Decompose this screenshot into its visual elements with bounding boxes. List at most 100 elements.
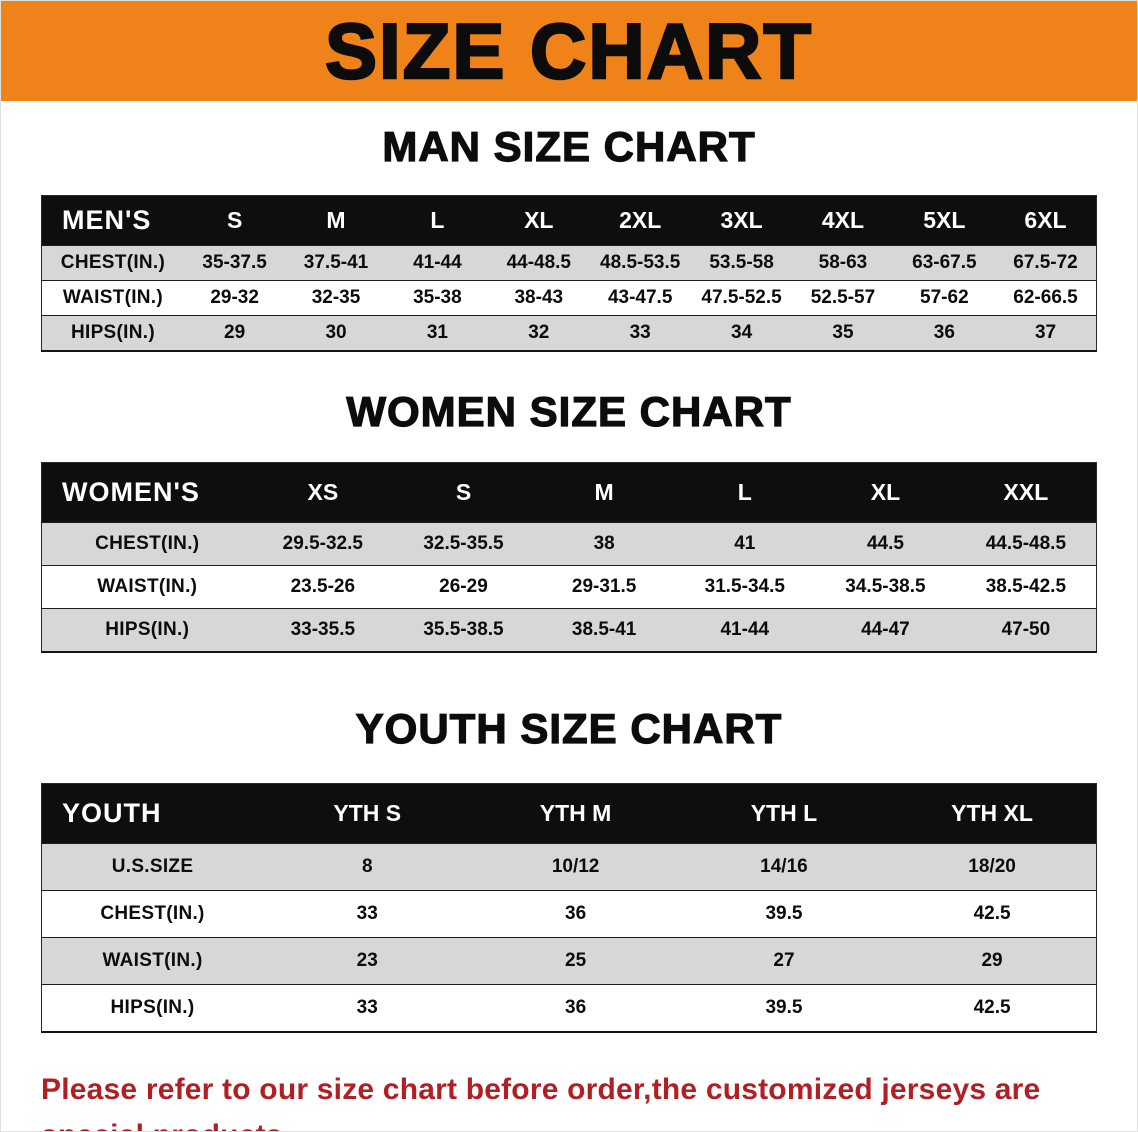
cell-value: 36 [565,997,587,1018]
cell-value: 33-35.5 [290,619,356,640]
cell-value: 41-44 [720,619,770,640]
note-line-1: Please refer to our size chart before or… [41,1073,1041,1131]
table-row: CHEST(IN.) 29.5-32.5 32.5-35.5 38 41 44.5 44.5… [41,522,1097,566]
column-header: YTH XL [888,783,1097,844]
cell-value: 29-32 [210,287,259,308]
cell-value: 34 [731,322,753,343]
banner: SIZE CHART [1,1,1137,101]
table-row: WAIST(IN.) 23.5-26 26-29 29-31.5 31.5-34.5 34… [41,565,1097,609]
youth-table-container: YOUTH YTH S YTH M YTH L YTH XL U.S.SIZE 8 10/12… [1,783,1137,1033]
cell-value: 27 [773,950,795,971]
cell-value: 35.5-38.5 [423,619,504,640]
cell-value: 63-67.5 [912,252,977,273]
cell-value: 14/16 [760,856,808,877]
cell-value: 34.5-38.5 [845,576,926,597]
column-header: XL [815,462,956,523]
cell-value: 31 [426,322,448,343]
row-label: HIPS(IN.) [105,619,190,640]
cell-value: 42.5 [973,997,1011,1018]
cell-value: 35-37.5 [202,252,267,273]
table-row: HIPS(IN.) 33-35.5 35.5-38.5 38.5-41 41-44 44-… [41,608,1097,652]
cell-value: 32 [528,322,550,343]
cell-value: 58-63 [818,252,868,273]
row-label: U.S.SIZE [111,856,194,877]
content: MAN SIZE CHART MEN'S S M L XL 2XL 3XL 4XL 5XL 6XL… [1,122,1137,1131]
cell-value: 47-50 [1001,619,1051,640]
cell-value: 23 [356,950,378,971]
cell-value: 41 [734,533,756,554]
cell-value: 53.5-58 [709,252,774,273]
column-header: 2XL [589,195,691,246]
page-title: SIZE CHART [324,7,813,95]
cell-value: 36 [933,322,955,343]
column-header: L [386,195,489,246]
cell-value: 41-44 [413,252,462,273]
women-section-title: WOMEN SIZE CHART [346,387,792,435]
men-section-title: MAN SIZE CHART [382,122,756,170]
cell-value: 23.5-26 [290,576,356,597]
men-size-section: MAN SIZE CHART MEN'S S M L XL 2XL 3XL 4XL 5XL 6XL… [1,122,1137,352]
cell-value: 44.5 [866,533,904,554]
cell-value: 38-43 [514,287,564,308]
table-corner-label: MEN'S [41,195,184,246]
cell-value: 47.5-52.5 [701,287,782,308]
table-row: WAIST(IN.) 29-32 32-35 35-38 38-43 43-47.5 47.… [41,280,1097,316]
cell-value: 31.5-34.5 [704,576,785,597]
women-table-container: WOMEN'S XS S M L XL XXL CHEST(IN.) 29.5-32.5 32.5… [1,462,1137,653]
cell-value: 52.5-57 [810,287,876,308]
disclaimer-note: Please refer to our size chart before or… [1,1067,1137,1131]
cell-value: 36 [565,903,587,924]
women-size-table: WOMEN'S XS S M L XL XXL CHEST(IN.) 29.5-32.5 32.5… [41,462,1097,653]
column-header: YTH M [471,783,680,844]
row-label: WAIST(IN.) [102,950,203,971]
row-label: CHEST(IN.) [60,252,166,273]
cell-value: 33 [629,322,651,343]
cell-value: 29.5-32.5 [282,533,363,554]
table-header-row: MEN'S S M L XL 2XL 3XL 4XL 5XL 6XL [41,195,1097,246]
column-header: YTH L [679,783,889,844]
column-header: YTH S [263,783,472,844]
column-header: 6XL [995,195,1097,246]
cell-value: 29 [981,950,1003,971]
column-header: S [393,462,534,523]
cell-value: 8 [361,856,373,877]
men-table-container: MEN'S S M L XL 2XL 3XL 4XL 5XL 6XL CHEST(IN.) 35-37… [1,195,1137,352]
cell-value: 25 [565,950,587,971]
row-label: HIPS(IN.) [110,997,195,1018]
cell-value: 44-47 [861,619,910,640]
table-header-row: WOMEN'S XS S M L XL XXL [41,462,1097,523]
cell-value: 32-35 [311,287,361,308]
row-label: WAIST(IN.) [62,287,164,308]
cell-value: 37.5-41 [303,252,369,273]
cell-value: 33 [356,903,378,924]
cell-value: 35 [832,322,854,343]
row-label: WAIST(IN.) [97,576,198,597]
youth-section-title: YOUTH SIZE CHART [355,704,783,752]
cell-value: 42.5 [973,903,1011,924]
column-header: L [674,462,816,523]
table-corner-label: YOUTH [41,783,264,844]
column-header: M [533,462,675,523]
cell-value: 57-62 [920,287,969,308]
cell-value: 10/12 [551,856,600,877]
column-header: 4XL [792,195,894,246]
cell-value: 32.5-35.5 [423,533,504,554]
cell-value: 67.5-72 [1013,252,1078,273]
cell-value: 39.5 [765,903,803,924]
cell-value: 29 [224,322,246,343]
row-label: CHEST(IN.) [100,903,205,924]
cell-value: 38 [593,533,615,554]
men-size-table: MEN'S S M L XL 2XL 3XL 4XL 5XL 6XL CHEST(IN.) 35-37… [41,195,1097,352]
column-header: 3XL [690,195,793,246]
column-header: XS [252,462,394,523]
row-label: HIPS(IN.) [70,322,155,343]
table-row: CHEST(IN.) 35-37.5 37.5-41 41-44 44-48.5 48.5… [41,245,1097,281]
cell-value: 43-47.5 [607,287,673,308]
cell-value: 33 [356,997,378,1018]
cell-value: 38.5-41 [571,619,637,640]
youth-size-table: YOUTH YTH S YTH M YTH L YTH XL U.S.SIZE 8 10/12… [41,783,1097,1033]
cell-value: 62-66.5 [1013,287,1078,308]
column-header: 5XL [893,195,996,246]
cell-value: 44.5-48.5 [985,533,1067,554]
table-row: CHEST(IN.) 33 36 39.5 42.5 [41,890,1097,938]
